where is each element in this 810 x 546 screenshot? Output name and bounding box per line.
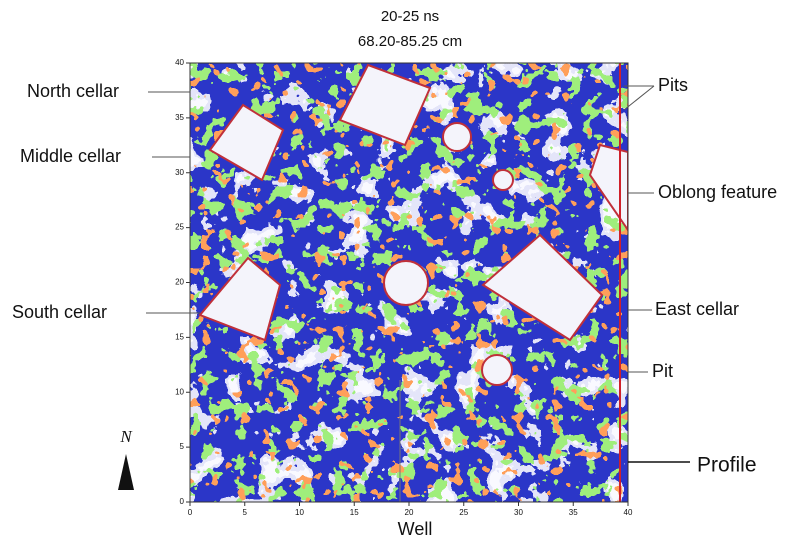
x-tick-label: 25	[459, 508, 468, 517]
north-arrow	[118, 454, 134, 490]
y-tick-label: 20	[175, 278, 184, 287]
x-tick-label: 30	[514, 508, 523, 517]
x-tick-label: 5	[243, 508, 248, 517]
x-tick-label: 40	[624, 508, 633, 517]
y-tick-label: 25	[175, 223, 184, 232]
annotation: Oblong feature	[658, 182, 777, 202]
y-tick-label: 15	[175, 332, 184, 341]
y-tick-label: 35	[175, 113, 184, 122]
annotation: Middle cellar	[20, 146, 121, 166]
x-tick-label: 10	[295, 508, 304, 517]
y-tick-label: 30	[175, 168, 184, 177]
y-tick-label: 40	[175, 58, 184, 67]
annotation: East cellar	[655, 299, 739, 319]
axis-ticks: 0 5 10 15 20 25 30 35 40 0 5 10 15 20 25 30 35 40	[175, 58, 633, 517]
y-tick-label: 0	[180, 497, 185, 506]
y-tick-label: 5	[180, 442, 185, 451]
annotation: South cellar	[12, 302, 107, 322]
title-line: 68.20-85.25 cm	[358, 33, 462, 50]
x-tick-label: 0	[188, 508, 193, 517]
annotation: North cellar	[27, 81, 119, 101]
annotation: Profile	[697, 454, 757, 477]
annotation: Pit	[652, 361, 673, 381]
north-label: N	[119, 427, 133, 446]
x-tick-label: 20	[405, 508, 414, 517]
title-line: 20-25 ns	[381, 8, 439, 25]
y-tick-label: 10	[175, 387, 184, 396]
annotation: Pits	[658, 75, 688, 95]
x-tick-label: 15	[350, 508, 359, 517]
x-tick-label: 35	[569, 508, 578, 517]
radar-map	[190, 63, 628, 502]
x-axis-label: Well	[398, 519, 433, 539]
